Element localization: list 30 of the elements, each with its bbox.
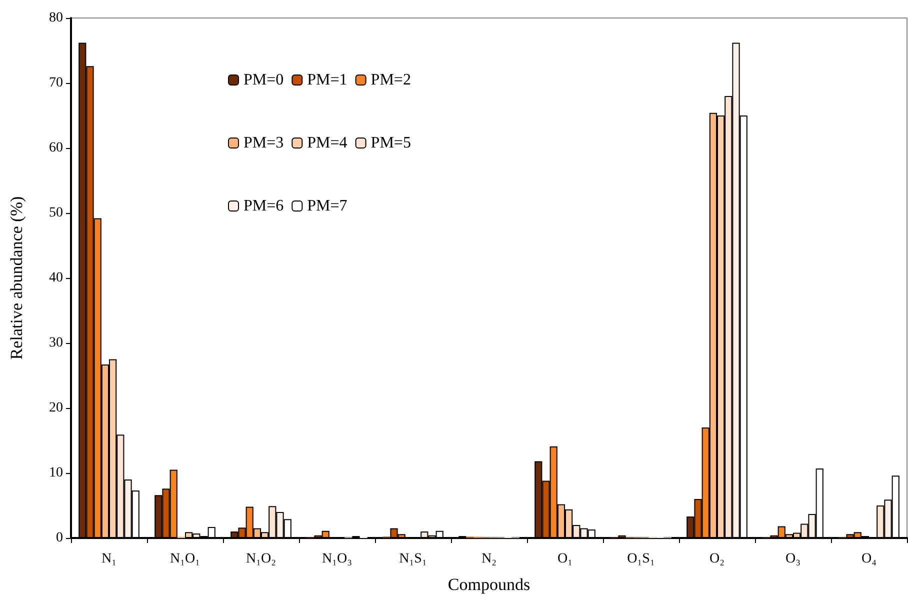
y-tick-label: 40 <box>49 270 63 286</box>
legend-label: PM=1 <box>307 72 348 88</box>
y-tick-label: 20 <box>49 400 63 416</box>
y-tick-label: 30 <box>49 336 63 350</box>
y-tick-label: 50 <box>49 206 63 220</box>
y-tick-label: 80 <box>49 10 63 26</box>
x-tick-label: O₂ <box>710 552 725 566</box>
x-axis-title: Compounds <box>448 575 530 594</box>
legend-label: PM=3 <box>244 134 284 152</box>
y-tick-label: 10 <box>49 466 63 480</box>
y-axis-title: Relative abundance (%) <box>7 196 26 360</box>
x-tick-label: N₁O₃ <box>322 552 352 566</box>
x-tick-label: O₁ <box>558 552 572 566</box>
x-tick-label: O₄ <box>862 552 877 566</box>
x-tick-label: N₁S₁ <box>399 552 427 566</box>
x-tick-label: O₃ <box>786 552 801 566</box>
legend-label: PM=2 <box>370 72 411 88</box>
y-tick-label: 0 <box>56 530 63 546</box>
y-tick-label: 60 <box>49 140 63 156</box>
legend-label: PM=5 <box>370 134 411 152</box>
x-tick-label: N₂ <box>482 552 497 566</box>
x-tick-label: N₁O₂ <box>246 552 276 566</box>
legend-label: PM=6 <box>244 198 284 214</box>
legend-label: PM=7 <box>307 198 348 214</box>
x-tick-label: O₁S₁ <box>627 552 655 566</box>
y-tick-label: 70 <box>49 76 63 90</box>
x-tick-label: N₁ <box>102 552 116 566</box>
x-tick-label: N₁O₁ <box>170 552 200 566</box>
legend-label: PM=4 <box>307 134 348 152</box>
legend-label: PM=0 <box>244 72 284 88</box>
